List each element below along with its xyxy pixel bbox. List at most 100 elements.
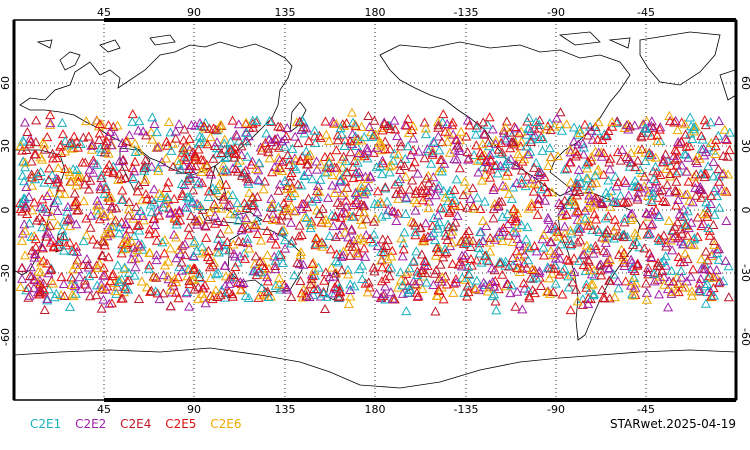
obs-marker — [123, 204, 134, 214]
obs-marker — [332, 135, 343, 145]
obs-marker — [628, 290, 639, 300]
obs-marker — [702, 278, 713, 289]
obs-marker — [85, 222, 96, 232]
obs-marker — [154, 141, 165, 151]
obs-marker — [441, 279, 452, 289]
obs-marker — [503, 261, 515, 271]
obs-marker — [315, 159, 326, 169]
obs-marker — [404, 263, 415, 273]
obs-marker — [329, 282, 340, 292]
obs-marker — [51, 288, 62, 298]
obs-marker — [430, 235, 441, 245]
obs-marker — [589, 209, 600, 219]
obs-marker — [295, 250, 306, 260]
obs-marker — [690, 182, 701, 192]
obs-marker — [95, 143, 106, 153]
obs-marker — [111, 203, 122, 213]
obs-marker — [545, 236, 556, 246]
obs-marker — [651, 167, 662, 177]
obs-marker — [210, 285, 221, 295]
obs-marker — [541, 124, 552, 134]
lat-tick-label-right: 60 — [739, 76, 750, 90]
obs-marker — [70, 197, 81, 207]
obs-marker — [687, 133, 698, 144]
obs-marker — [688, 126, 699, 136]
obs-marker — [565, 157, 576, 167]
obs-marker — [526, 198, 537, 208]
obs-marker — [43, 268, 54, 278]
obs-marker — [586, 279, 597, 289]
obs-marker — [447, 258, 458, 268]
obs-marker — [123, 284, 134, 294]
obs-marker — [301, 286, 312, 296]
obs-marker — [232, 198, 243, 208]
obs-marker — [447, 117, 458, 127]
obs-marker — [626, 147, 637, 157]
obs-marker — [284, 160, 295, 170]
obs-marker — [110, 215, 121, 225]
obs-marker — [438, 109, 449, 119]
obs-marker — [158, 269, 169, 280]
obs-marker — [99, 240, 110, 250]
obs-marker — [471, 255, 482, 265]
obs-marker — [112, 260, 123, 270]
lat-tick-label-right: -30 — [739, 264, 750, 282]
obs-marker — [484, 112, 495, 122]
obs-marker — [132, 210, 143, 220]
obs-marker — [88, 155, 99, 165]
obs-marker — [47, 278, 58, 288]
obs-marker — [681, 141, 692, 151]
obs-marker — [464, 269, 475, 279]
obs-marker — [345, 284, 356, 294]
obs-marker — [708, 219, 719, 229]
obs-marker — [590, 214, 602, 224]
obs-marker — [524, 291, 535, 301]
obs-marker — [210, 184, 221, 194]
obs-marker — [475, 203, 486, 214]
obs-marker — [578, 142, 589, 152]
obs-marker — [539, 195, 551, 205]
obs-marker — [633, 181, 644, 191]
obs-marker — [174, 205, 185, 215]
obs-marker — [669, 185, 681, 195]
obs-marker — [490, 138, 501, 148]
obs-marker — [154, 293, 165, 304]
obs-marker — [236, 225, 247, 235]
obs-marker — [397, 251, 408, 261]
obs-marker — [301, 123, 312, 133]
obs-marker — [561, 119, 572, 129]
obs-marker — [564, 144, 576, 154]
obs-marker — [303, 136, 314, 146]
obs-marker — [724, 127, 735, 137]
obs-marker — [696, 254, 707, 264]
obs-marker — [274, 142, 285, 152]
obs-marker — [478, 277, 489, 287]
obs-marker — [475, 147, 486, 157]
obs-marker — [270, 239, 281, 249]
obs-marker — [297, 292, 308, 302]
obs-marker — [460, 229, 472, 239]
obs-marker — [590, 240, 601, 251]
obs-marker — [500, 135, 511, 145]
obs-marker — [319, 275, 330, 285]
obs-marker — [77, 157, 88, 167]
obs-marker — [421, 277, 432, 287]
obs-marker — [179, 152, 190, 162]
obs-marker — [502, 219, 513, 229]
obs-marker — [220, 288, 231, 298]
obs-marker — [336, 251, 347, 261]
obs-marker — [608, 269, 619, 279]
obs-marker — [506, 280, 517, 290]
obs-marker — [428, 279, 439, 289]
obs-marker — [698, 264, 709, 274]
obs-marker — [565, 147, 576, 157]
obs-marker — [496, 137, 507, 147]
obs-marker — [570, 207, 581, 217]
obs-marker — [671, 200, 682, 210]
obs-marker — [483, 256, 494, 266]
obs-marker — [561, 209, 572, 219]
obs-marker — [321, 129, 332, 139]
obs-marker — [652, 192, 663, 202]
obs-marker — [506, 193, 517, 203]
obs-marker — [382, 254, 393, 264]
